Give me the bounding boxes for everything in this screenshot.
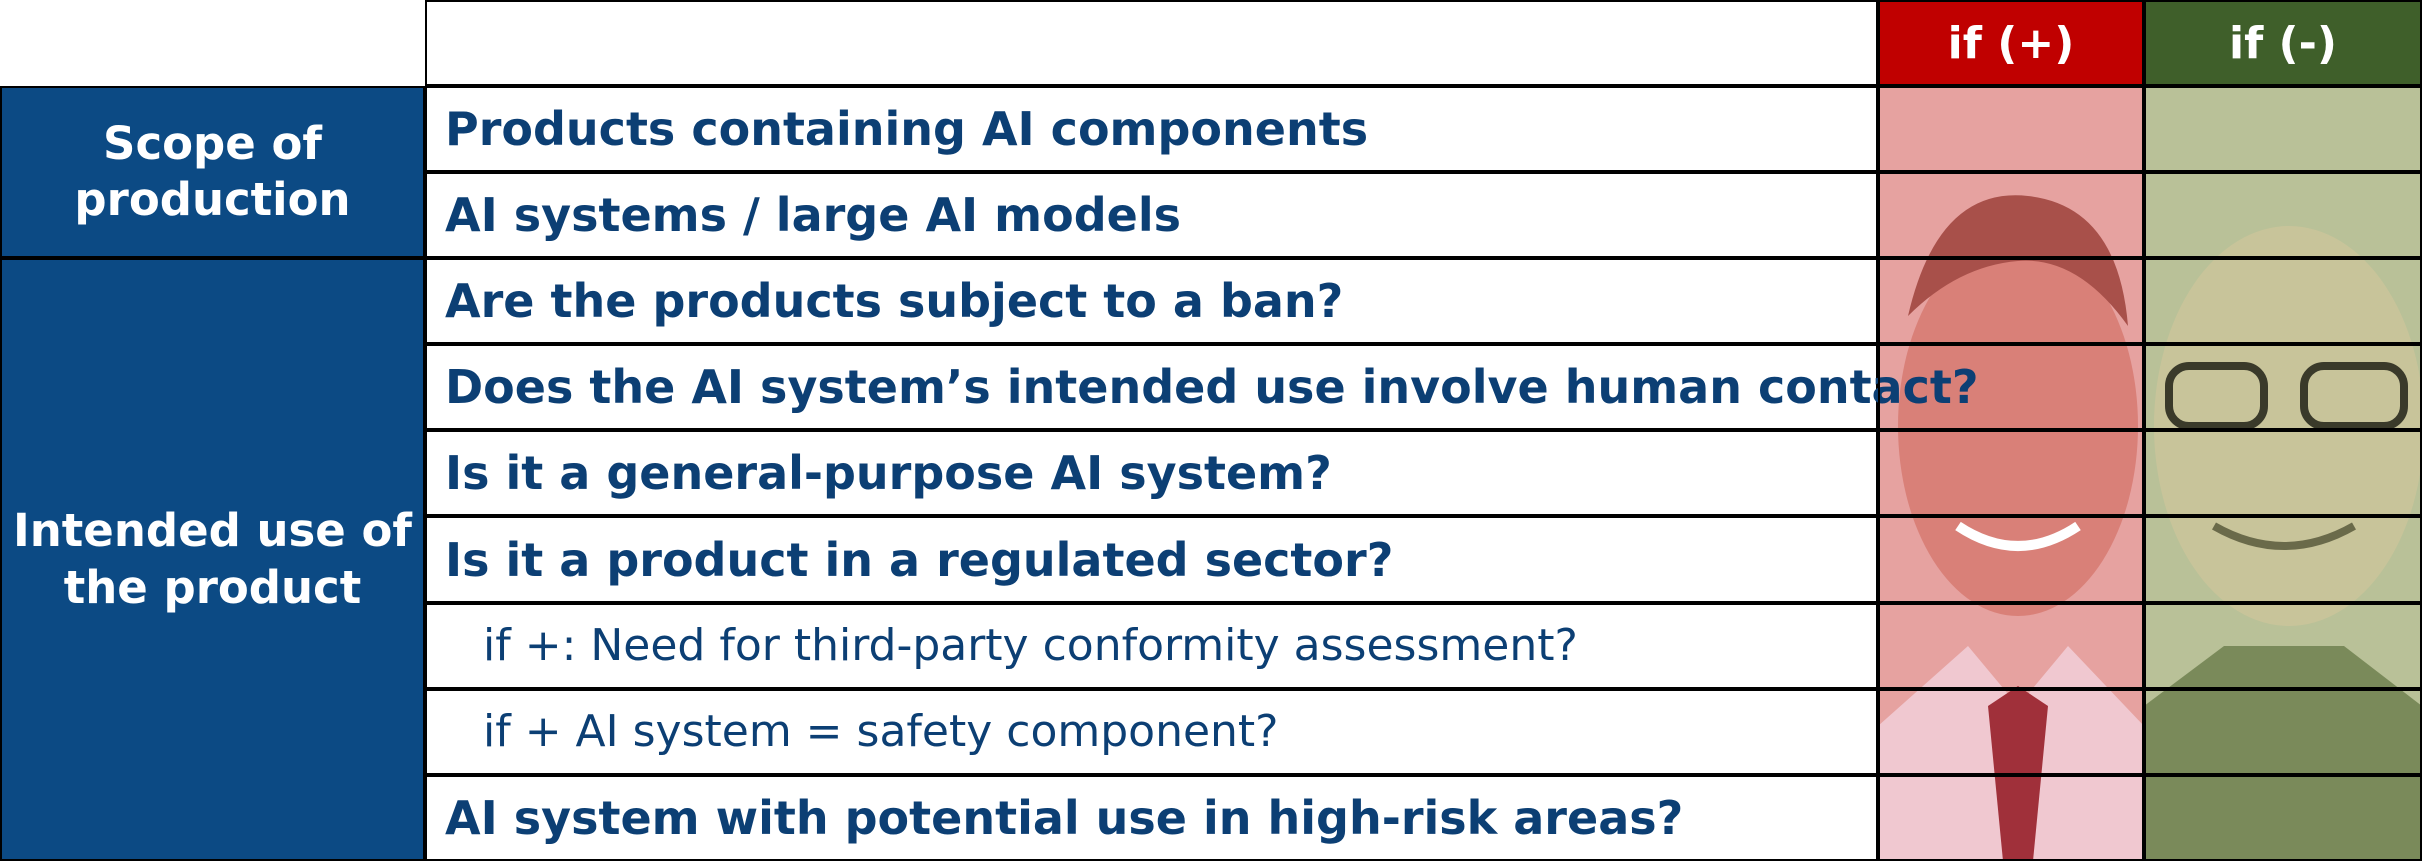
- answer-cell: [1878, 86, 2144, 173]
- answer-cell: [1878, 344, 2144, 431]
- question: AI systems / large AI models: [425, 172, 1878, 259]
- question: AI system with potential use in high-ris…: [425, 774, 1878, 861]
- photo-positive: [1878, 86, 2144, 861]
- question: Does the AI system’s intended use involv…: [425, 344, 1979, 431]
- answer-cell: [1878, 430, 2144, 517]
- answer-cell: [2144, 172, 2422, 259]
- answer-cell: [1878, 688, 2144, 775]
- answer-cell: [1878, 258, 2144, 345]
- answer-cell: [2144, 344, 2422, 431]
- answer-cell: [1878, 774, 2144, 861]
- answer-cell: [1878, 602, 2144, 689]
- photo-negative: [2144, 86, 2422, 861]
- header-positive: if (+): [1878, 0, 2144, 86]
- question: Are the products subject to a ban?: [425, 258, 1878, 345]
- question: Is it a product in a regulated sector?: [425, 516, 1878, 603]
- answer-cell: [2144, 602, 2422, 689]
- answer-cell: [2144, 430, 2422, 517]
- group-label: Intended use of the product: [0, 258, 425, 861]
- portrait: [1878, 86, 2144, 861]
- group-label: Scope of production: [0, 86, 425, 259]
- answer-cell: [2144, 86, 2422, 173]
- header-cell: [425, 0, 1878, 86]
- corner: [0, 0, 425, 86]
- answer-cell: [2144, 258, 2422, 345]
- answer-cell: [2144, 688, 2422, 775]
- answer-cell: [2144, 774, 2422, 861]
- question: Is it a general-purpose AI system?: [425, 430, 1878, 517]
- question: Products containing AI components: [425, 86, 1878, 173]
- answer-cell: [1878, 172, 2144, 259]
- answer-cell: [2144, 516, 2422, 603]
- sub-question: if + AI system = safety component?: [425, 688, 1878, 775]
- sub-question: if +: Need for third-party conformity as…: [425, 602, 1878, 689]
- portrait: [2144, 86, 2422, 861]
- header-negative: if (-): [2144, 0, 2422, 86]
- answer-cell: [1878, 516, 2144, 603]
